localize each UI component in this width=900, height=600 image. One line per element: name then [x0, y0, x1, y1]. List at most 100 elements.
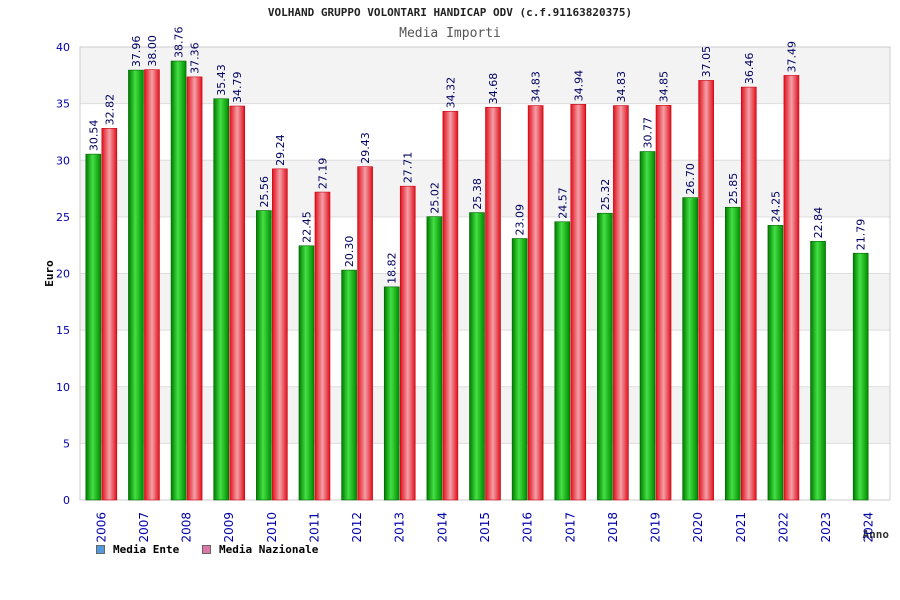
bar-ente [128, 69, 144, 501]
bar-data-label: 29.43 [359, 132, 372, 164]
x-tick-label: 2009 [222, 512, 236, 543]
legend-item-media-ente: Media Ente [96, 543, 179, 556]
bar-data-label: 22.84 [812, 207, 825, 239]
y-tick-label: 40 [56, 41, 70, 54]
bar-ente [852, 252, 869, 501]
x-axis-label: Anno [863, 528, 890, 541]
bar-data-label: 24.25 [769, 191, 782, 223]
bar-ente [85, 153, 102, 501]
bar-data-label: 18.82 [386, 252, 399, 284]
bar-data-label: 23.09 [514, 204, 527, 236]
bar-ente [256, 210, 272, 501]
bar-nazionale [399, 185, 416, 501]
x-tick-label: 2022 [776, 512, 790, 543]
legend-label-nazionale: Media Nazionale [219, 543, 319, 556]
bar-ente [426, 216, 443, 501]
bar-data-label: 25.56 [258, 176, 271, 208]
x-tick-label: 2014 [435, 512, 449, 543]
plot-area [79, 46, 891, 501]
bar-nazionale [740, 86, 757, 501]
bar-data-label: 29.24 [274, 134, 287, 166]
bar-data-label: 37.36 [189, 42, 202, 74]
bar-data-label: 38.00 [146, 35, 159, 67]
bar-nazionale [272, 168, 288, 501]
x-tick-label: 2008 [180, 512, 194, 543]
bar-nazionale [186, 76, 203, 501]
bar-data-label: 34.83 [615, 71, 628, 103]
bar-data-label: 27.71 [402, 152, 415, 184]
bar-data-label: 25.85 [727, 173, 740, 205]
y-tick-label: 20 [56, 268, 70, 281]
bar-nazionale [655, 105, 672, 501]
x-tick-label: 2013 [393, 512, 407, 543]
bar-data-label: 34.68 [487, 73, 500, 105]
x-tick-label: 2019 [649, 512, 663, 543]
bar-ente [639, 151, 656, 501]
bar-data-label: 30.77 [642, 117, 655, 149]
x-tick-label: 2020 [691, 512, 705, 543]
bar-ente [724, 206, 741, 501]
bar-nazionale [229, 105, 246, 501]
bar-data-label: 25.02 [428, 182, 441, 214]
bar-data-label: 37.05 [700, 46, 713, 78]
bar-data-label: 38.76 [173, 27, 186, 59]
legend-swatch-nazionale [202, 545, 211, 554]
bar-ente [469, 212, 485, 501]
x-tick-label: 2010 [265, 512, 279, 543]
bar-data-label: 36.46 [743, 53, 756, 85]
bar-data-label: 24.57 [556, 187, 569, 219]
bar-data-label: 32.82 [103, 94, 116, 126]
bar-data-label: 25.38 [471, 178, 484, 210]
bar-nazionale [144, 69, 160, 501]
bar-nazionale [527, 105, 544, 501]
bar-ente [554, 221, 571, 501]
bar-ente [298, 245, 315, 501]
legend-swatch-ente [96, 545, 105, 554]
bar-data-label: 35.43 [215, 64, 228, 95]
bar-nazionale [314, 191, 331, 501]
x-tick-label: 2021 [734, 512, 748, 543]
y-tick-label: 15 [56, 324, 70, 337]
bar-nazionale [613, 105, 629, 501]
x-tick-label: 2018 [606, 512, 620, 543]
bar-ente [383, 286, 400, 501]
x-tick-label: 2006 [94, 512, 108, 543]
bar-ente [682, 197, 698, 501]
x-tick-label: 2023 [819, 512, 833, 543]
bar-nazionale [485, 106, 501, 501]
bar-data-label: 21.79 [855, 219, 868, 251]
bar-nazionale [570, 104, 587, 501]
y-tick-label: 5 [63, 437, 70, 450]
bar-data-label: 27.19 [316, 158, 329, 190]
legend-label-ente: Media Ente [113, 543, 180, 556]
bar-ente [170, 60, 187, 501]
bar-data-label: 34.79 [231, 72, 244, 103]
y-tick-label: 25 [56, 211, 70, 224]
x-tick-label: 2017 [563, 512, 577, 543]
y-tick-label: 30 [56, 154, 70, 167]
bar-data-label: 25.32 [599, 179, 612, 211]
chart-title: VOLHAND GRUPPO VOLONTARI HANDICAP ODV (c… [267, 6, 633, 19]
bar-data-label: 30.54 [87, 120, 100, 152]
bar-data-label: 26.70 [684, 163, 697, 195]
bar-ente [341, 269, 357, 501]
bar-nazionale [442, 111, 459, 501]
bar-ente [810, 241, 826, 501]
y-axis-label: Euro [43, 260, 56, 287]
bar-ente [597, 212, 613, 501]
x-tick-label: 2024 [862, 512, 876, 543]
bar-data-label: 34.85 [658, 71, 671, 103]
bar-data-label: 37.96 [130, 36, 143, 68]
x-tick-label: 2015 [478, 512, 492, 543]
bar-nazionale [357, 166, 373, 501]
bar-nazionale [783, 75, 800, 501]
bar-ente [511, 238, 528, 501]
x-tick-label: 2007 [137, 512, 151, 543]
x-tick-label: 2016 [521, 512, 535, 543]
bar-ente [213, 98, 230, 501]
bar-data-label: 34.94 [572, 70, 585, 102]
bar-data-label: 20.30 [343, 236, 356, 268]
bar-data-label: 37.49 [785, 41, 798, 73]
chart-subtitle: Media Importi [399, 26, 501, 41]
